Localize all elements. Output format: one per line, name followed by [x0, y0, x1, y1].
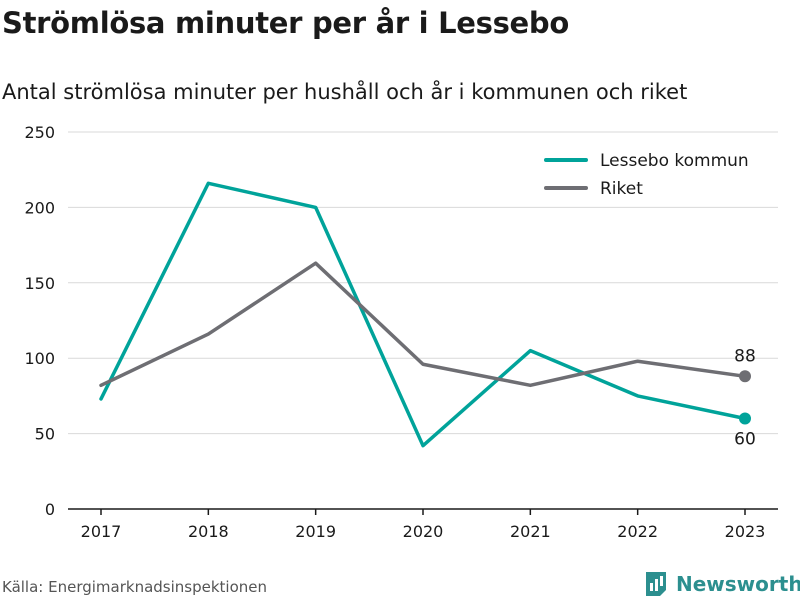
- chart-subtitle: Antal strömlösa minuter per hushåll och …: [2, 80, 688, 104]
- series-end-point: [739, 412, 751, 425]
- brand-name: Newsworthy: [676, 572, 800, 596]
- y-tick-label: 150: [24, 274, 55, 293]
- series-end-label: 60: [734, 430, 756, 450]
- chart-title: Strömlösa minuter per år i Lessebo: [2, 6, 570, 40]
- series-line-riket: [99, 261, 747, 388]
- legend-label: Riket: [600, 179, 643, 199]
- x-tick-label: 2022: [617, 522, 658, 541]
- x-tick-label: 2020: [403, 522, 444, 541]
- series-end-label: 88: [734, 346, 756, 366]
- y-tick-label: 100: [24, 349, 55, 368]
- x-tick-label: 2021: [510, 522, 551, 541]
- legend-label: Lessebo kommun: [600, 151, 749, 171]
- series-end-point: [739, 370, 751, 383]
- x-tick-label: 2023: [725, 522, 766, 541]
- source-note: Källa: Energimarknadsinspektionen: [2, 578, 268, 596]
- x-tick-label: 2018: [188, 522, 229, 541]
- y-tick-label: 200: [24, 198, 55, 217]
- y-tick-label: 0: [45, 500, 55, 519]
- newsworthy-logo-icon: [646, 572, 666, 596]
- x-tick-label: 2017: [81, 522, 122, 541]
- x-tick-label: 2019: [295, 522, 336, 541]
- y-tick-label: 250: [24, 123, 55, 142]
- y-tick-label: 50: [35, 425, 55, 444]
- series-line-lessebo: [99, 181, 747, 448]
- brand-logo: Newsworthy: [644, 570, 800, 598]
